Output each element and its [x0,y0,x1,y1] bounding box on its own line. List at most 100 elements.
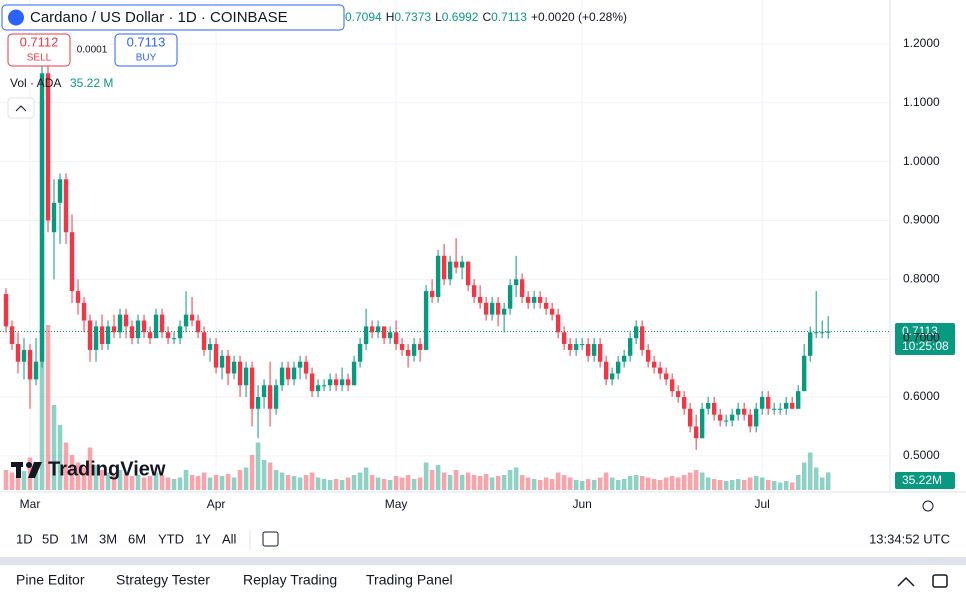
candle-body [93,326,99,350]
volume-bar [579,481,585,490]
panel-tab[interactable]: Strategy Tester [116,572,210,588]
candle-body [147,332,153,339]
candle-body [153,314,159,339]
candle-body [477,296,483,303]
candle-body [453,261,459,268]
range-button[interactable]: YTD [158,531,184,546]
candle-body [261,385,267,398]
panel-tab[interactable]: Replay Trading [243,572,337,588]
candle-body [207,344,213,350]
candle-body [417,344,423,350]
volume-bar [237,470,243,490]
volume-bar [819,477,825,490]
volume-bar [633,475,639,490]
maximize-panel[interactable] [932,574,948,588]
volume-bar [573,480,579,490]
range-button[interactable]: All [222,531,237,546]
candle-body [747,414,753,427]
candle-body [621,355,627,362]
last-volume-label: 35.22M [902,473,942,487]
collapse-button[interactable] [7,97,35,119]
candle-body [657,367,663,374]
volume-bar [21,471,27,490]
volume-bar [375,477,381,490]
volume-bar [771,481,777,490]
candle-body [423,291,429,350]
y-tick-label: 0.8000 [903,271,940,285]
candle-body [159,314,165,333]
candle-body [471,285,477,297]
volume-bar [225,474,231,490]
collapse-panel[interactable] [897,576,915,587]
buy-button[interactable] [114,33,178,67]
volume-bar [681,475,687,490]
range-button[interactable]: 1Y [195,531,211,546]
candle-body [789,402,795,409]
candle-body [201,332,207,350]
volume-bar [9,472,15,490]
volume-bar [99,470,105,490]
candle-body [459,261,465,268]
ohlc-part: 0.7373 [394,10,431,24]
volume-bar [153,472,159,490]
candle-body [129,326,135,339]
candle-body [69,232,75,292]
panel-tab[interactable]: Trading Panel [366,572,453,588]
candle-body [27,349,33,380]
volume-bar [393,476,399,490]
symbol-box[interactable] [1,4,345,31]
candle-body [639,326,645,350]
range-button[interactable]: 1D [16,531,33,546]
volume-bar [507,470,513,490]
candle-body [669,379,675,392]
sell-button[interactable] [7,33,71,67]
candle-body [651,361,657,368]
range-button[interactable]: 6M [128,531,146,546]
range-button[interactable]: 1M [70,531,88,546]
candle-body [381,326,387,339]
symbol-title: Cardano / US Dollar · 1D · COINBASE [30,9,288,26]
candle-body [591,344,597,356]
range-button[interactable]: 5D [42,531,59,546]
candle-body [237,361,243,386]
volume-bar [357,472,363,490]
volume-bar [429,470,435,490]
y-tick-label: 0.5000 [903,448,940,462]
candle-body [123,314,129,327]
calendar-icon[interactable] [262,531,279,547]
candle-body [675,391,681,398]
volume-bar [309,472,315,490]
candle-body [57,179,63,203]
candle-body [603,361,609,380]
candle-body [819,332,825,334]
panel-tab[interactable]: Pine Editor [16,572,85,588]
volume-bar [57,425,63,490]
volume-bar [723,481,729,490]
candle-body [531,296,537,303]
volume-bar [63,442,69,490]
candle-body [561,332,567,345]
candle-body [363,326,369,345]
candle-body [321,385,327,387]
volume-bar [171,479,177,490]
candle-body [555,314,561,333]
candle-body [81,302,87,321]
volume-bar [825,472,831,490]
volume-bar [261,460,267,490]
candle-body [627,338,633,356]
candle-body [333,379,339,386]
candle-body [399,344,405,350]
y-tick-label: 0.6000 [903,389,940,403]
candle-body [753,408,759,427]
candle-body [213,344,219,368]
volume-bar [129,476,135,490]
candle-body [219,355,225,368]
range-button[interactable]: 3M [99,531,117,546]
candle-body [411,344,417,356]
settings-icon[interactable] [922,500,934,512]
ohlc-part: 0.6992 [442,10,479,24]
volume-bar [801,462,807,490]
volume-bar [51,405,57,490]
candle-body [633,326,639,339]
ohlc-part: H [386,10,395,24]
